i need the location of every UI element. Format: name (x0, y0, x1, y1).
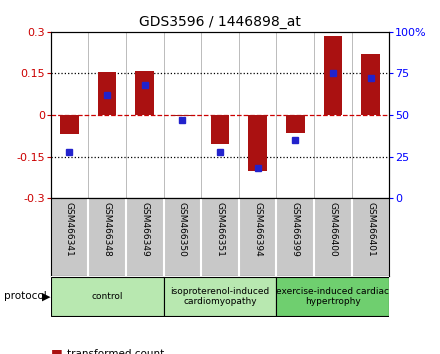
Text: control: control (92, 292, 123, 301)
Text: exercise-induced cardiac
hypertrophy: exercise-induced cardiac hypertrophy (276, 287, 389, 306)
Text: GSM466348: GSM466348 (103, 202, 112, 257)
Text: GSM466349: GSM466349 (140, 202, 149, 257)
Bar (248, 115, 267, 171)
Text: ▶: ▶ (42, 291, 50, 302)
Text: transformed count: transformed count (67, 349, 165, 354)
Text: GSM466400: GSM466400 (328, 202, 337, 257)
Bar (286, 115, 305, 133)
Bar (211, 115, 229, 144)
Text: GSM466399: GSM466399 (291, 202, 300, 257)
Text: GSM466350: GSM466350 (178, 202, 187, 257)
Bar (173, 115, 192, 116)
Bar (136, 71, 154, 115)
Text: GSM466351: GSM466351 (216, 202, 224, 257)
Title: GDS3596 / 1446898_at: GDS3596 / 1446898_at (139, 16, 301, 29)
Text: GSM466401: GSM466401 (366, 202, 375, 257)
Bar (361, 54, 380, 115)
Text: protocol: protocol (4, 291, 47, 302)
Text: isoproterenol-induced
cardiomyopathy: isoproterenol-induced cardiomyopathy (170, 287, 270, 306)
Text: GSM466394: GSM466394 (253, 202, 262, 257)
Bar (60, 115, 79, 135)
Bar (51, 277, 164, 316)
Bar (276, 277, 389, 316)
Bar (323, 36, 342, 115)
Text: GSM466341: GSM466341 (65, 202, 74, 257)
Text: ■: ■ (51, 348, 62, 354)
Bar (164, 277, 276, 316)
Bar (98, 72, 117, 115)
